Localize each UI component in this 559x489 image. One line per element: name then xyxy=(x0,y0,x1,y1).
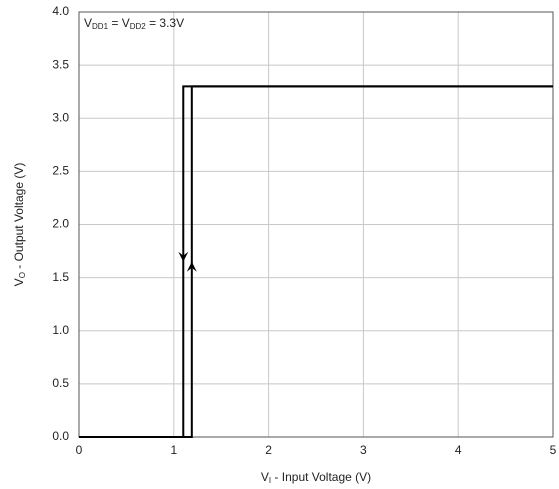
y-tick-label: 1.0 xyxy=(52,323,69,337)
data-line xyxy=(79,85,553,438)
y-tick-label: 1.5 xyxy=(52,270,69,284)
y-tick-label: 3.5 xyxy=(52,57,69,71)
x-axis-label-part: I xyxy=(269,476,271,485)
x-tick-label: 1 xyxy=(170,443,177,457)
x-axis-label-part: - Input Voltage (V) xyxy=(271,470,371,484)
annotation-part: = V xyxy=(108,16,130,30)
annotation: VDD1 = VDD2 = 3.3V xyxy=(84,16,184,31)
y-tick-label: 0.5 xyxy=(52,376,69,390)
annotation-part: V xyxy=(84,16,92,30)
y-axis-label-part: V xyxy=(12,278,26,286)
plot-frame xyxy=(78,11,554,438)
y-tick-label: 4.0 xyxy=(52,4,69,18)
data-line xyxy=(79,85,553,438)
y-tick-label: 0.0 xyxy=(52,429,69,443)
x-axis-label: VI - Input Voltage (V) xyxy=(261,470,371,485)
x-axis-label-part: V xyxy=(261,470,269,484)
direction-arrow xyxy=(186,261,197,272)
annotation-part: = 3.3V xyxy=(146,16,184,30)
y-axis-label-part: O xyxy=(18,272,27,278)
annotation-part: DD2 xyxy=(130,22,147,31)
x-tick-label: 4 xyxy=(455,443,462,457)
y-axis-label: VO - Output Voltage (V) xyxy=(12,163,27,287)
y-tick-label: 2.0 xyxy=(52,217,69,231)
y-tick-label: 2.5 xyxy=(52,164,69,178)
x-tick-label: 3 xyxy=(360,443,367,457)
y-tick-label: 3.0 xyxy=(52,110,69,124)
x-tick-label: 0 xyxy=(76,443,83,457)
annotation-part: DD1 xyxy=(92,22,109,31)
y-axis-label-part: - Output Voltage (V) xyxy=(12,163,26,272)
x-tick-label: 5 xyxy=(550,443,557,457)
x-tick-label: 2 xyxy=(265,443,272,457)
direction-arrow xyxy=(178,251,189,262)
